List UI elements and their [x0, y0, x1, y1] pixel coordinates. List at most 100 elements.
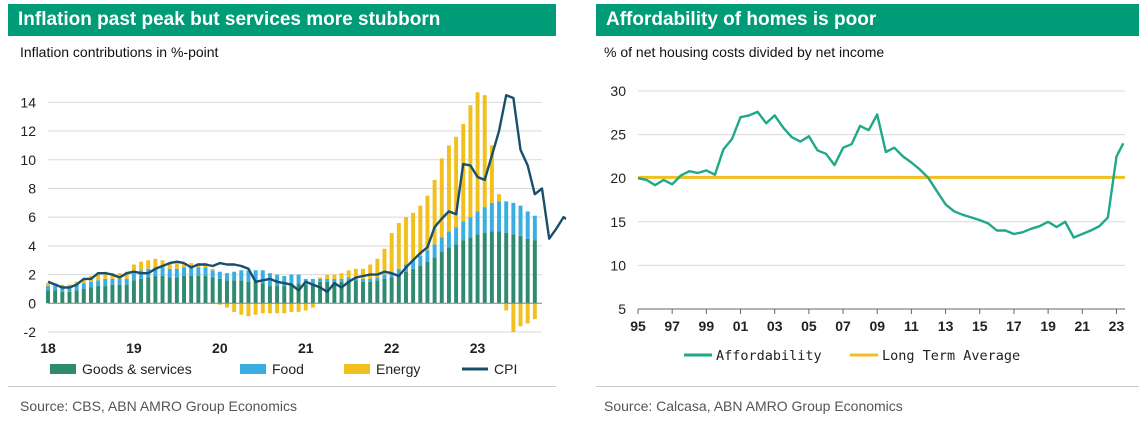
goods-bar: [339, 281, 344, 304]
food-bar: [339, 278, 344, 282]
x-tick-label: 95: [630, 318, 646, 334]
food-bar: [375, 277, 380, 281]
food-bar: [153, 267, 158, 277]
energy-bar: [81, 278, 86, 284]
goods-bar: [332, 281, 337, 304]
left-chart-panel: Inflation past peak but services more st…: [0, 0, 566, 425]
affordability-chart: 5 10 15 20 25 30 95 97 99 01 03 05 07 09 11 13 15 17 19 21 2…: [610, 83, 1125, 364]
x-tick-label: 05: [801, 318, 817, 334]
food-bar: [411, 260, 416, 269]
goods-bar: [203, 276, 208, 304]
food-bar: [88, 281, 93, 288]
energy-bar: [325, 274, 330, 279]
food-bar: [532, 215, 537, 241]
y-tick-label: 2: [28, 267, 36, 283]
right-chart-panel: Affordability of homes is poor % of net …: [588, 0, 1143, 425]
food-bar: [318, 278, 323, 282]
goods-bar: [260, 283, 265, 304]
food-bar: [497, 201, 502, 232]
food-bar: [425, 250, 430, 262]
energy-bar: [482, 95, 487, 208]
goods-bar: [404, 271, 408, 304]
food-bar: [382, 274, 387, 279]
energy-bar: [146, 260, 151, 269]
food-bar: [189, 267, 194, 277]
x-tick-label: 09: [869, 318, 885, 334]
x-tick-label: 19: [1040, 318, 1056, 334]
food-bar: [131, 273, 136, 281]
energy-bar: [282, 303, 287, 314]
energy-bar: [225, 303, 229, 308]
right-divider: [596, 386, 1139, 387]
food-bar: [396, 268, 401, 275]
goods-bar: [210, 277, 215, 304]
food-bar: [139, 270, 144, 279]
energy-bar: [60, 284, 65, 288]
energy-bar: [96, 274, 101, 281]
goods-bar: [67, 291, 72, 304]
energy-bar: [239, 303, 244, 315]
legend-food-label: Food: [272, 361, 304, 377]
energy-bar: [461, 123, 466, 222]
food-bar: [217, 271, 222, 279]
energy-bar: [67, 284, 72, 288]
food-bar: [454, 227, 459, 245]
legend-affordability-label: Affordability: [716, 348, 822, 364]
energy-bar: [525, 303, 530, 324]
goods-bar: [246, 281, 251, 304]
y-tick-label: 30: [610, 83, 626, 99]
goods-bar: [124, 284, 129, 304]
goods-bar: [117, 284, 122, 304]
food-bar: [432, 244, 437, 258]
goods-bar: [432, 257, 437, 304]
energy-bar: [167, 263, 172, 269]
goods-bar: [103, 286, 108, 304]
energy-bar: [511, 303, 516, 332]
energy-bar: [425, 195, 430, 251]
goods-bar: [174, 277, 179, 304]
goods-bar: [96, 286, 101, 304]
goods-bar: [368, 281, 373, 304]
goods-bar: [346, 280, 351, 304]
y-tick-label: 10: [20, 152, 36, 168]
goods-bar: [382, 278, 387, 304]
food-bar: [225, 273, 229, 281]
goods-bar: [81, 288, 86, 304]
x-tick-label: 07: [835, 318, 851, 334]
energy-bar: [131, 264, 136, 274]
goods-bar: [482, 232, 487, 304]
goods-bar: [74, 290, 79, 304]
food-bar: [260, 270, 265, 284]
energy-bar: [296, 303, 301, 312]
y-tick-label: 14: [20, 94, 36, 110]
goods-bar: [289, 284, 294, 304]
goods-bar: [454, 244, 459, 304]
goods-bar: [318, 281, 323, 304]
food-bar: [511, 202, 516, 235]
energy-bar: [404, 217, 408, 265]
x-tick-label: 20: [212, 340, 228, 356]
energy-bar: [318, 277, 323, 279]
energy-bar: [153, 258, 158, 268]
food-bar: [325, 278, 330, 282]
food-bar: [210, 270, 215, 278]
goods-bar: [88, 287, 93, 304]
energy-bar: [454, 136, 459, 228]
food-bar: [504, 201, 509, 233]
energy-bar: [232, 303, 237, 312]
goods-bar: [439, 251, 444, 304]
goods-bar: [375, 280, 380, 304]
goods-bar: [425, 261, 430, 304]
food-bar: [103, 278, 108, 287]
goods-bar: [110, 284, 115, 304]
goods-bar: [267, 286, 272, 304]
energy-bar: [310, 303, 315, 308]
goods-bar: [253, 281, 258, 304]
food-bar: [446, 231, 451, 248]
y-tick-label: 25: [610, 127, 626, 143]
energy-bar: [518, 303, 523, 327]
goods-bar: [296, 283, 301, 304]
goods-bar: [146, 277, 151, 304]
food-bar: [296, 274, 301, 284]
food-bar: [60, 287, 65, 292]
